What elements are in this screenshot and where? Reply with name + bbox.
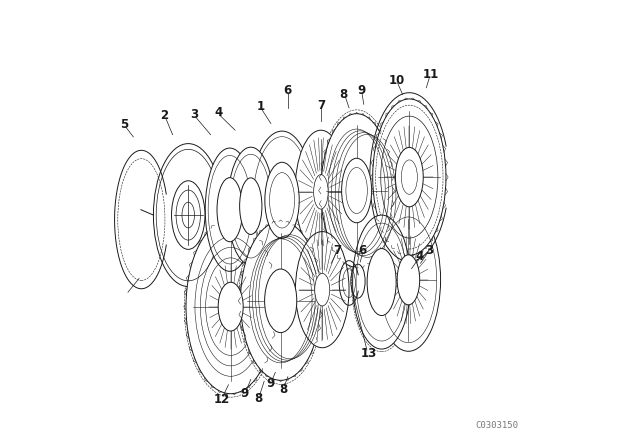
Text: 1: 1	[257, 100, 265, 113]
Text: 4: 4	[415, 250, 423, 263]
Ellipse shape	[295, 130, 347, 254]
Ellipse shape	[218, 282, 243, 331]
Ellipse shape	[264, 269, 297, 332]
Ellipse shape	[367, 249, 396, 315]
Text: 9: 9	[241, 387, 249, 400]
Ellipse shape	[186, 220, 275, 394]
Text: 9: 9	[357, 83, 365, 96]
Text: 3: 3	[425, 244, 433, 257]
Text: 12: 12	[214, 392, 230, 405]
Ellipse shape	[239, 178, 262, 234]
Text: 4: 4	[214, 106, 222, 119]
Text: 10: 10	[388, 73, 405, 87]
Ellipse shape	[217, 178, 243, 242]
Text: 8: 8	[340, 88, 348, 101]
Ellipse shape	[251, 131, 314, 270]
Text: 5: 5	[120, 118, 129, 131]
Ellipse shape	[397, 255, 420, 305]
Ellipse shape	[396, 147, 423, 207]
Ellipse shape	[154, 144, 223, 287]
Text: 8: 8	[254, 392, 262, 405]
Ellipse shape	[265, 162, 300, 238]
Ellipse shape	[296, 232, 349, 348]
Ellipse shape	[353, 215, 411, 349]
Ellipse shape	[321, 114, 392, 267]
Text: 13: 13	[361, 347, 377, 360]
Ellipse shape	[372, 99, 446, 255]
Text: 6: 6	[358, 244, 367, 257]
Text: 9: 9	[267, 377, 275, 390]
Text: 7: 7	[317, 99, 325, 112]
Text: 8: 8	[279, 383, 287, 396]
Text: 2: 2	[161, 109, 169, 122]
Ellipse shape	[315, 273, 330, 306]
Text: 7: 7	[333, 244, 341, 257]
Ellipse shape	[241, 221, 321, 380]
Text: C0303150: C0303150	[475, 422, 518, 431]
Ellipse shape	[376, 208, 440, 351]
Ellipse shape	[314, 175, 328, 209]
Text: 6: 6	[284, 83, 292, 96]
Text: 11: 11	[422, 68, 439, 81]
Ellipse shape	[342, 158, 372, 223]
Ellipse shape	[172, 181, 205, 250]
Text: 3: 3	[190, 108, 198, 121]
Ellipse shape	[228, 147, 274, 265]
Ellipse shape	[205, 148, 254, 271]
